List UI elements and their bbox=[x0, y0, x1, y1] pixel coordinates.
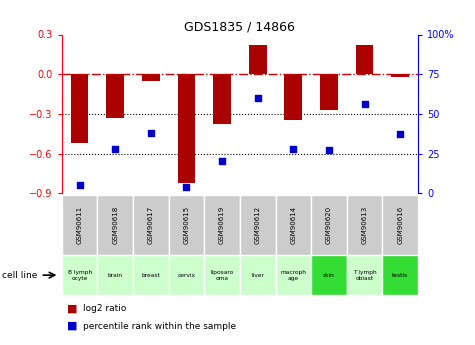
Point bbox=[147, 130, 155, 136]
Bar bbox=[276, 255, 311, 295]
Text: macroph
age: macroph age bbox=[280, 270, 306, 280]
Text: liver: liver bbox=[251, 273, 264, 278]
Bar bbox=[249, 45, 266, 74]
Text: GSM90613: GSM90613 bbox=[361, 206, 368, 244]
Text: B lymph
ocyte: B lymph ocyte bbox=[67, 270, 92, 280]
Point bbox=[361, 101, 369, 107]
Text: liposaro
oma: liposaro oma bbox=[210, 270, 234, 280]
Text: brain: brain bbox=[108, 273, 123, 278]
Text: cell line: cell line bbox=[2, 270, 38, 280]
Point bbox=[289, 146, 297, 151]
Point bbox=[325, 148, 332, 153]
Point bbox=[76, 183, 84, 188]
Bar bbox=[240, 255, 276, 295]
Text: testis: testis bbox=[392, 273, 408, 278]
Bar bbox=[133, 255, 169, 295]
Bar bbox=[347, 255, 382, 295]
Point bbox=[396, 132, 404, 137]
Bar bbox=[311, 255, 347, 295]
Text: GSM90612: GSM90612 bbox=[255, 206, 261, 244]
Point bbox=[218, 159, 226, 164]
Bar bbox=[391, 74, 409, 77]
Bar bbox=[382, 255, 418, 295]
Bar bbox=[106, 74, 124, 118]
Bar bbox=[285, 74, 302, 120]
Text: GSM90611: GSM90611 bbox=[76, 206, 83, 244]
Bar bbox=[382, 195, 418, 255]
Bar bbox=[133, 195, 169, 255]
Bar bbox=[276, 195, 311, 255]
Bar bbox=[178, 74, 195, 183]
Bar bbox=[356, 45, 373, 74]
Text: GSM90618: GSM90618 bbox=[112, 206, 118, 244]
Bar bbox=[97, 255, 133, 295]
Bar bbox=[169, 195, 204, 255]
Bar bbox=[213, 74, 231, 125]
Bar bbox=[62, 195, 97, 255]
Bar bbox=[204, 255, 240, 295]
Text: ■: ■ bbox=[66, 321, 77, 331]
Text: skin: skin bbox=[323, 273, 335, 278]
Bar bbox=[311, 195, 347, 255]
Bar bbox=[142, 74, 160, 81]
Text: ■: ■ bbox=[66, 304, 77, 314]
Text: GSM90616: GSM90616 bbox=[397, 206, 403, 244]
Text: GSM90617: GSM90617 bbox=[148, 206, 154, 244]
Bar bbox=[347, 195, 382, 255]
Bar bbox=[240, 195, 276, 255]
Text: cervix: cervix bbox=[178, 273, 195, 278]
Text: GSM90619: GSM90619 bbox=[219, 206, 225, 244]
Text: GSM90615: GSM90615 bbox=[183, 206, 190, 244]
Bar bbox=[320, 74, 338, 110]
Point bbox=[111, 146, 119, 151]
Text: log2 ratio: log2 ratio bbox=[83, 304, 126, 313]
Text: breast: breast bbox=[142, 273, 160, 278]
Bar bbox=[62, 255, 97, 295]
Text: percentile rank within the sample: percentile rank within the sample bbox=[83, 322, 236, 331]
Text: GSM90620: GSM90620 bbox=[326, 206, 332, 244]
Bar bbox=[71, 74, 88, 143]
Bar bbox=[97, 195, 133, 255]
Point bbox=[254, 95, 261, 101]
Point bbox=[182, 184, 190, 190]
Bar bbox=[169, 255, 204, 295]
Text: T lymph
oblast: T lymph oblast bbox=[353, 270, 376, 280]
Title: GDS1835 / 14866: GDS1835 / 14866 bbox=[184, 20, 295, 33]
Text: GSM90614: GSM90614 bbox=[290, 206, 296, 244]
Bar bbox=[204, 195, 240, 255]
